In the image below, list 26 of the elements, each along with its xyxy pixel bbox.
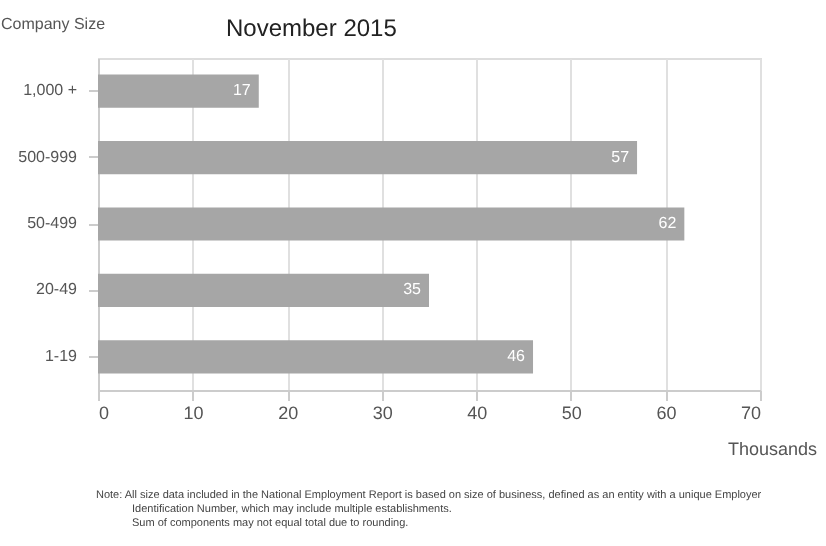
data-label: 46	[507, 346, 527, 365]
y-axis-title: Company Size	[1, 15, 107, 33]
data-label: 35	[403, 280, 423, 299]
x-tick-label: 30	[372, 403, 393, 423]
x-tick-label: 70	[740, 403, 761, 423]
x-tick-label: 10	[183, 403, 204, 423]
x-tick-label: 60	[656, 403, 677, 423]
data-label: 17	[232, 81, 252, 100]
x-axis-title: Thousands	[727, 439, 818, 459]
y-tick-label: 1-19	[44, 346, 79, 365]
x-tick-label: 50	[561, 403, 582, 423]
data-label: 62	[658, 214, 678, 232]
data-label: 57	[611, 147, 631, 166]
bar	[98, 207, 685, 241]
y-tick-label: 500-999	[18, 147, 79, 166]
x-tick-label: 20	[278, 403, 299, 423]
bar	[98, 74, 259, 108]
chart-title: November 2015	[226, 14, 398, 42]
y-tick-label: 50-499	[27, 214, 79, 232]
y-tick-label: 1,000 +	[23, 81, 78, 100]
bar	[98, 141, 638, 175]
bar	[98, 340, 534, 374]
x-tick-label: 0	[99, 403, 110, 423]
bar	[98, 273, 429, 307]
y-tick-label: 20-49	[36, 280, 79, 299]
x-tick-label: 40	[467, 403, 488, 423]
